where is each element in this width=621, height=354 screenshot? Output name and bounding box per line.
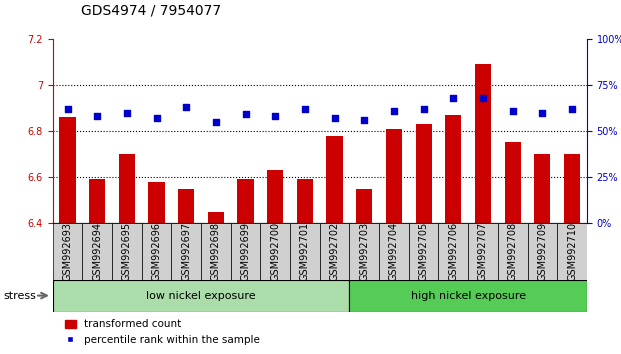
Bar <box>386 129 402 223</box>
Text: GSM992702: GSM992702 <box>330 222 340 281</box>
Text: GSM992696: GSM992696 <box>152 222 161 281</box>
Point <box>270 113 280 119</box>
Bar <box>438 223 468 280</box>
Point <box>122 110 132 115</box>
Bar <box>142 223 171 280</box>
Bar <box>445 115 461 223</box>
Bar <box>112 223 142 280</box>
Text: GSM992708: GSM992708 <box>508 222 518 281</box>
Point <box>419 106 428 112</box>
Bar <box>60 117 76 223</box>
Text: GSM992695: GSM992695 <box>122 222 132 281</box>
Bar <box>557 223 587 280</box>
Text: GSM992694: GSM992694 <box>93 222 102 281</box>
Bar <box>53 280 350 312</box>
Bar <box>320 223 350 280</box>
Bar <box>201 223 231 280</box>
Bar <box>208 212 224 223</box>
Bar <box>267 170 283 223</box>
Bar <box>290 223 320 280</box>
Bar <box>356 189 373 223</box>
Text: GDS4974 / 7954077: GDS4974 / 7954077 <box>81 4 221 18</box>
Text: GSM992697: GSM992697 <box>181 222 191 281</box>
Bar <box>148 182 165 223</box>
Point <box>567 106 577 112</box>
Text: GSM992703: GSM992703 <box>360 222 369 281</box>
Bar <box>527 223 557 280</box>
Bar <box>379 223 409 280</box>
Bar <box>237 179 254 223</box>
Point <box>93 113 102 119</box>
Bar <box>327 136 343 223</box>
Bar <box>564 154 580 223</box>
Bar <box>350 223 379 280</box>
Text: GSM992710: GSM992710 <box>567 222 577 281</box>
Bar <box>231 223 260 280</box>
Bar <box>350 280 587 312</box>
Text: GSM992693: GSM992693 <box>63 222 73 281</box>
Text: GSM992706: GSM992706 <box>448 222 458 281</box>
Bar <box>409 223 438 280</box>
Bar <box>260 223 290 280</box>
Bar <box>415 124 432 223</box>
Text: stress: stress <box>3 291 36 301</box>
Point <box>241 112 251 117</box>
Text: high nickel exposure: high nickel exposure <box>410 291 526 301</box>
Bar <box>89 179 106 223</box>
Bar <box>475 64 491 223</box>
Point <box>211 119 221 125</box>
Bar <box>53 223 83 280</box>
Text: GSM992707: GSM992707 <box>478 222 488 281</box>
Text: GSM992704: GSM992704 <box>389 222 399 281</box>
Point <box>537 110 547 115</box>
Bar <box>119 154 135 223</box>
Point <box>508 108 518 114</box>
Bar <box>534 154 550 223</box>
Point <box>181 104 191 110</box>
Text: GSM992698: GSM992698 <box>211 222 221 281</box>
Bar <box>178 189 194 223</box>
Text: low nickel exposure: low nickel exposure <box>147 291 256 301</box>
Bar <box>297 179 313 223</box>
Point <box>448 95 458 101</box>
Text: GSM992700: GSM992700 <box>270 222 280 281</box>
Point <box>152 115 161 121</box>
Text: GSM992699: GSM992699 <box>241 222 251 281</box>
Point <box>330 115 340 121</box>
Text: GSM992709: GSM992709 <box>537 222 547 281</box>
Text: GSM992705: GSM992705 <box>419 222 428 281</box>
Point <box>389 108 399 114</box>
Bar <box>498 223 527 280</box>
Point <box>478 95 488 101</box>
Bar <box>468 223 498 280</box>
Point <box>63 106 73 112</box>
Bar <box>504 143 521 223</box>
Legend: transformed count, percentile rank within the sample: transformed count, percentile rank withi… <box>61 315 264 349</box>
Text: GSM992701: GSM992701 <box>300 222 310 281</box>
Point <box>300 106 310 112</box>
Point <box>360 117 369 123</box>
Bar <box>83 223 112 280</box>
Bar <box>171 223 201 280</box>
